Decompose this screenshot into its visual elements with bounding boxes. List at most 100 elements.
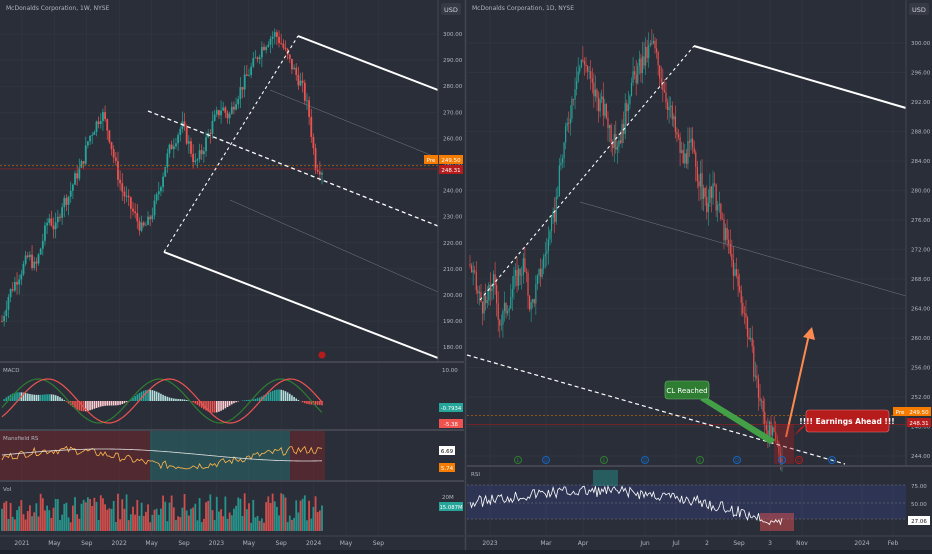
left-candle (289, 55, 291, 59)
left-candle (81, 161, 83, 167)
volume-bar (76, 514, 78, 531)
volume-bar (255, 517, 257, 531)
right-candle (578, 71, 579, 81)
right-candle (675, 116, 676, 132)
right-candle (620, 140, 621, 143)
macd-histogram-bar (126, 401, 128, 402)
left-candle (53, 225, 55, 229)
volume-bar (154, 510, 156, 531)
right-candle (534, 299, 535, 303)
right-candle (501, 325, 502, 326)
right-chart-panel[interactable]: McDonalds Corporation, 1D, NYSE USD 300.… (467, 0, 932, 550)
right-candle (600, 99, 601, 111)
mansfield-rs-pane[interactable] (0, 431, 325, 481)
macd-histogram-bar (173, 399, 175, 401)
macd-histogram-bar (276, 390, 278, 401)
volume-bar (50, 518, 52, 531)
macd-histogram-bar (154, 391, 156, 401)
macd-histogram-bar (156, 392, 158, 401)
volume-bar (1, 509, 3, 531)
left-candle (224, 107, 226, 112)
left-candle (23, 264, 25, 275)
left-candle (18, 279, 20, 284)
left-chart-panel[interactable]: McDonalds Corporation, 1W, NYSE USD 300.… (0, 0, 464, 550)
volume-bar (25, 519, 27, 531)
volume-bar (218, 512, 220, 531)
volume-bar (29, 505, 31, 531)
cl-reached-label: CL Reached (666, 387, 707, 395)
right-candle (654, 41, 655, 48)
left-candle (57, 217, 59, 223)
right-candle (498, 303, 499, 319)
macd-histogram-bar (100, 401, 102, 407)
left-candle (293, 68, 295, 70)
volume-bar (46, 506, 48, 531)
right-candle (694, 147, 695, 152)
left-price-tick: 240.00 (443, 189, 463, 195)
macd-histogram-bar (194, 401, 196, 404)
left-candle (128, 196, 130, 198)
left-candle (212, 121, 214, 134)
macd-histogram-bar (255, 399, 257, 401)
right-time-tick: 2 (705, 540, 709, 547)
macd-histogram-bar (57, 396, 59, 401)
volume-bar (302, 499, 304, 531)
right-price-tick: 256.00 (911, 366, 931, 372)
volume-bar (23, 514, 25, 531)
mansfield-label: Mansfield RS (3, 436, 39, 442)
right-candle (494, 274, 495, 285)
right-candle (678, 134, 679, 137)
right-candle (700, 173, 701, 186)
right-candle (659, 65, 660, 78)
volume-bar (16, 510, 18, 531)
left-pre-label: Pre (427, 158, 436, 164)
left-candle (261, 47, 263, 57)
right-candle (708, 203, 709, 212)
macd-histogram-bar (3, 399, 5, 401)
left-candle (48, 218, 50, 222)
macd-histogram-bar (46, 394, 48, 401)
macd-histogram-bar (272, 391, 274, 401)
left-candle (175, 143, 177, 146)
macd-histogram-bar (98, 401, 100, 407)
right-candle (513, 276, 514, 289)
right-candle (587, 66, 588, 71)
left-candle (263, 47, 265, 50)
left-candle (169, 145, 171, 154)
left-candle (203, 151, 205, 154)
left-price-tick: 290.00 (443, 58, 463, 64)
right-candle (484, 296, 485, 314)
right-candle (752, 338, 753, 346)
right-candle (753, 346, 754, 376)
left-candle (300, 81, 302, 86)
volume-bar (304, 495, 306, 531)
right-candle (585, 65, 586, 67)
left-time-tick: 2024 (306, 540, 321, 547)
volume-bar (239, 499, 241, 531)
volume-bar (3, 503, 5, 531)
macd-histogram-bar (289, 394, 291, 401)
macd-histogram-bar (63, 400, 65, 401)
volume-bar (134, 515, 136, 531)
right-price-axis[interactable]: 300.00296.00292.00288.00284.00280.00276.… (911, 41, 931, 460)
left-time-tick: Sep (373, 540, 385, 547)
left-currency: USD (444, 6, 458, 14)
left-event-marker[interactable] (319, 352, 326, 359)
left-candle (115, 158, 117, 162)
right-candle (615, 134, 616, 150)
right-candle (738, 276, 739, 286)
volume-bar (173, 507, 175, 531)
right-candle (687, 141, 688, 164)
volume-bar (72, 506, 74, 531)
macd-histogram-bar (42, 395, 44, 401)
volume-bar (190, 509, 192, 531)
right-candle (493, 274, 494, 288)
left-candle (285, 48, 287, 49)
earnings-ahead-callout[interactable]: !!!! Earnings Ahead !!! (794, 410, 895, 436)
right-candle (625, 103, 626, 134)
volume-bar (31, 516, 33, 531)
volume-bar (235, 506, 237, 531)
macd-histogram-bar (87, 401, 89, 411)
volume-bar (66, 503, 68, 531)
